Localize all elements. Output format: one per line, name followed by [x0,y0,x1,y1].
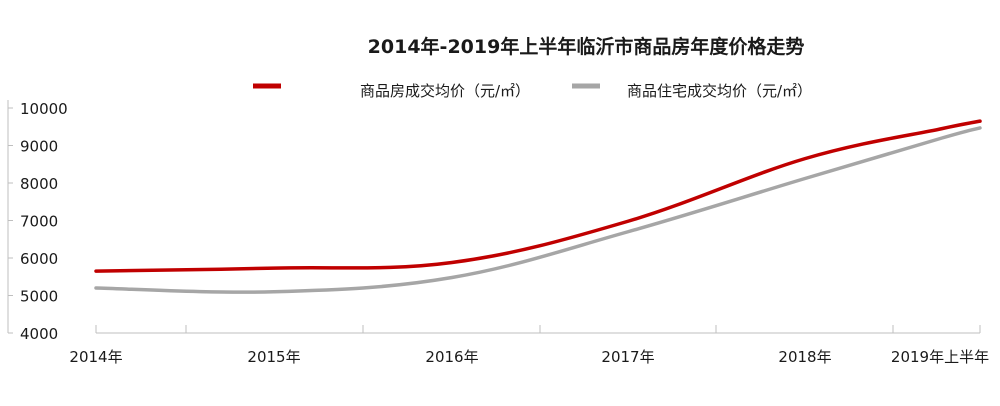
x-tick-label: 2018年 [778,348,831,366]
x-tick-label: 2015年 [247,348,300,366]
legend-label-series-2: 商品住宅成交均价（元/㎡） [627,82,812,100]
y-tick-label: 5000 [20,288,58,306]
legend: 商品房成交均价（元/㎡） 商品住宅成交均价（元/㎡） [253,82,812,100]
x-tick-label: 2017年 [601,348,654,366]
y-tick-label: 6000 [20,250,58,268]
y-axis: 4000 5000 6000 7000 8000 9000 10000 [7,100,68,343]
y-tick-label: 8000 [20,175,58,193]
x-tick-label: 2019年上半年 [891,348,989,366]
series-layer [94,119,982,294]
y-tick-label: 7000 [20,213,58,231]
chart-title: 2014年-2019年上半年临沂市商品房年度价格走势 [368,35,805,58]
series-line-1 [94,119,982,273]
y-tick-label: 4000 [20,325,58,343]
x-tick-label: 2016年 [425,348,478,366]
y-tick-label: 10000 [20,100,68,118]
legend-label-series-1: 商品房成交均价（元/㎡） [360,82,530,100]
series-line-2 [94,126,982,294]
x-tick-label: 2014年 [69,348,122,366]
y-tick-label: 9000 [20,138,58,156]
x-axis: 2014年 2015年 2016年 2017年 2018年 2019年上半年 [69,325,989,366]
